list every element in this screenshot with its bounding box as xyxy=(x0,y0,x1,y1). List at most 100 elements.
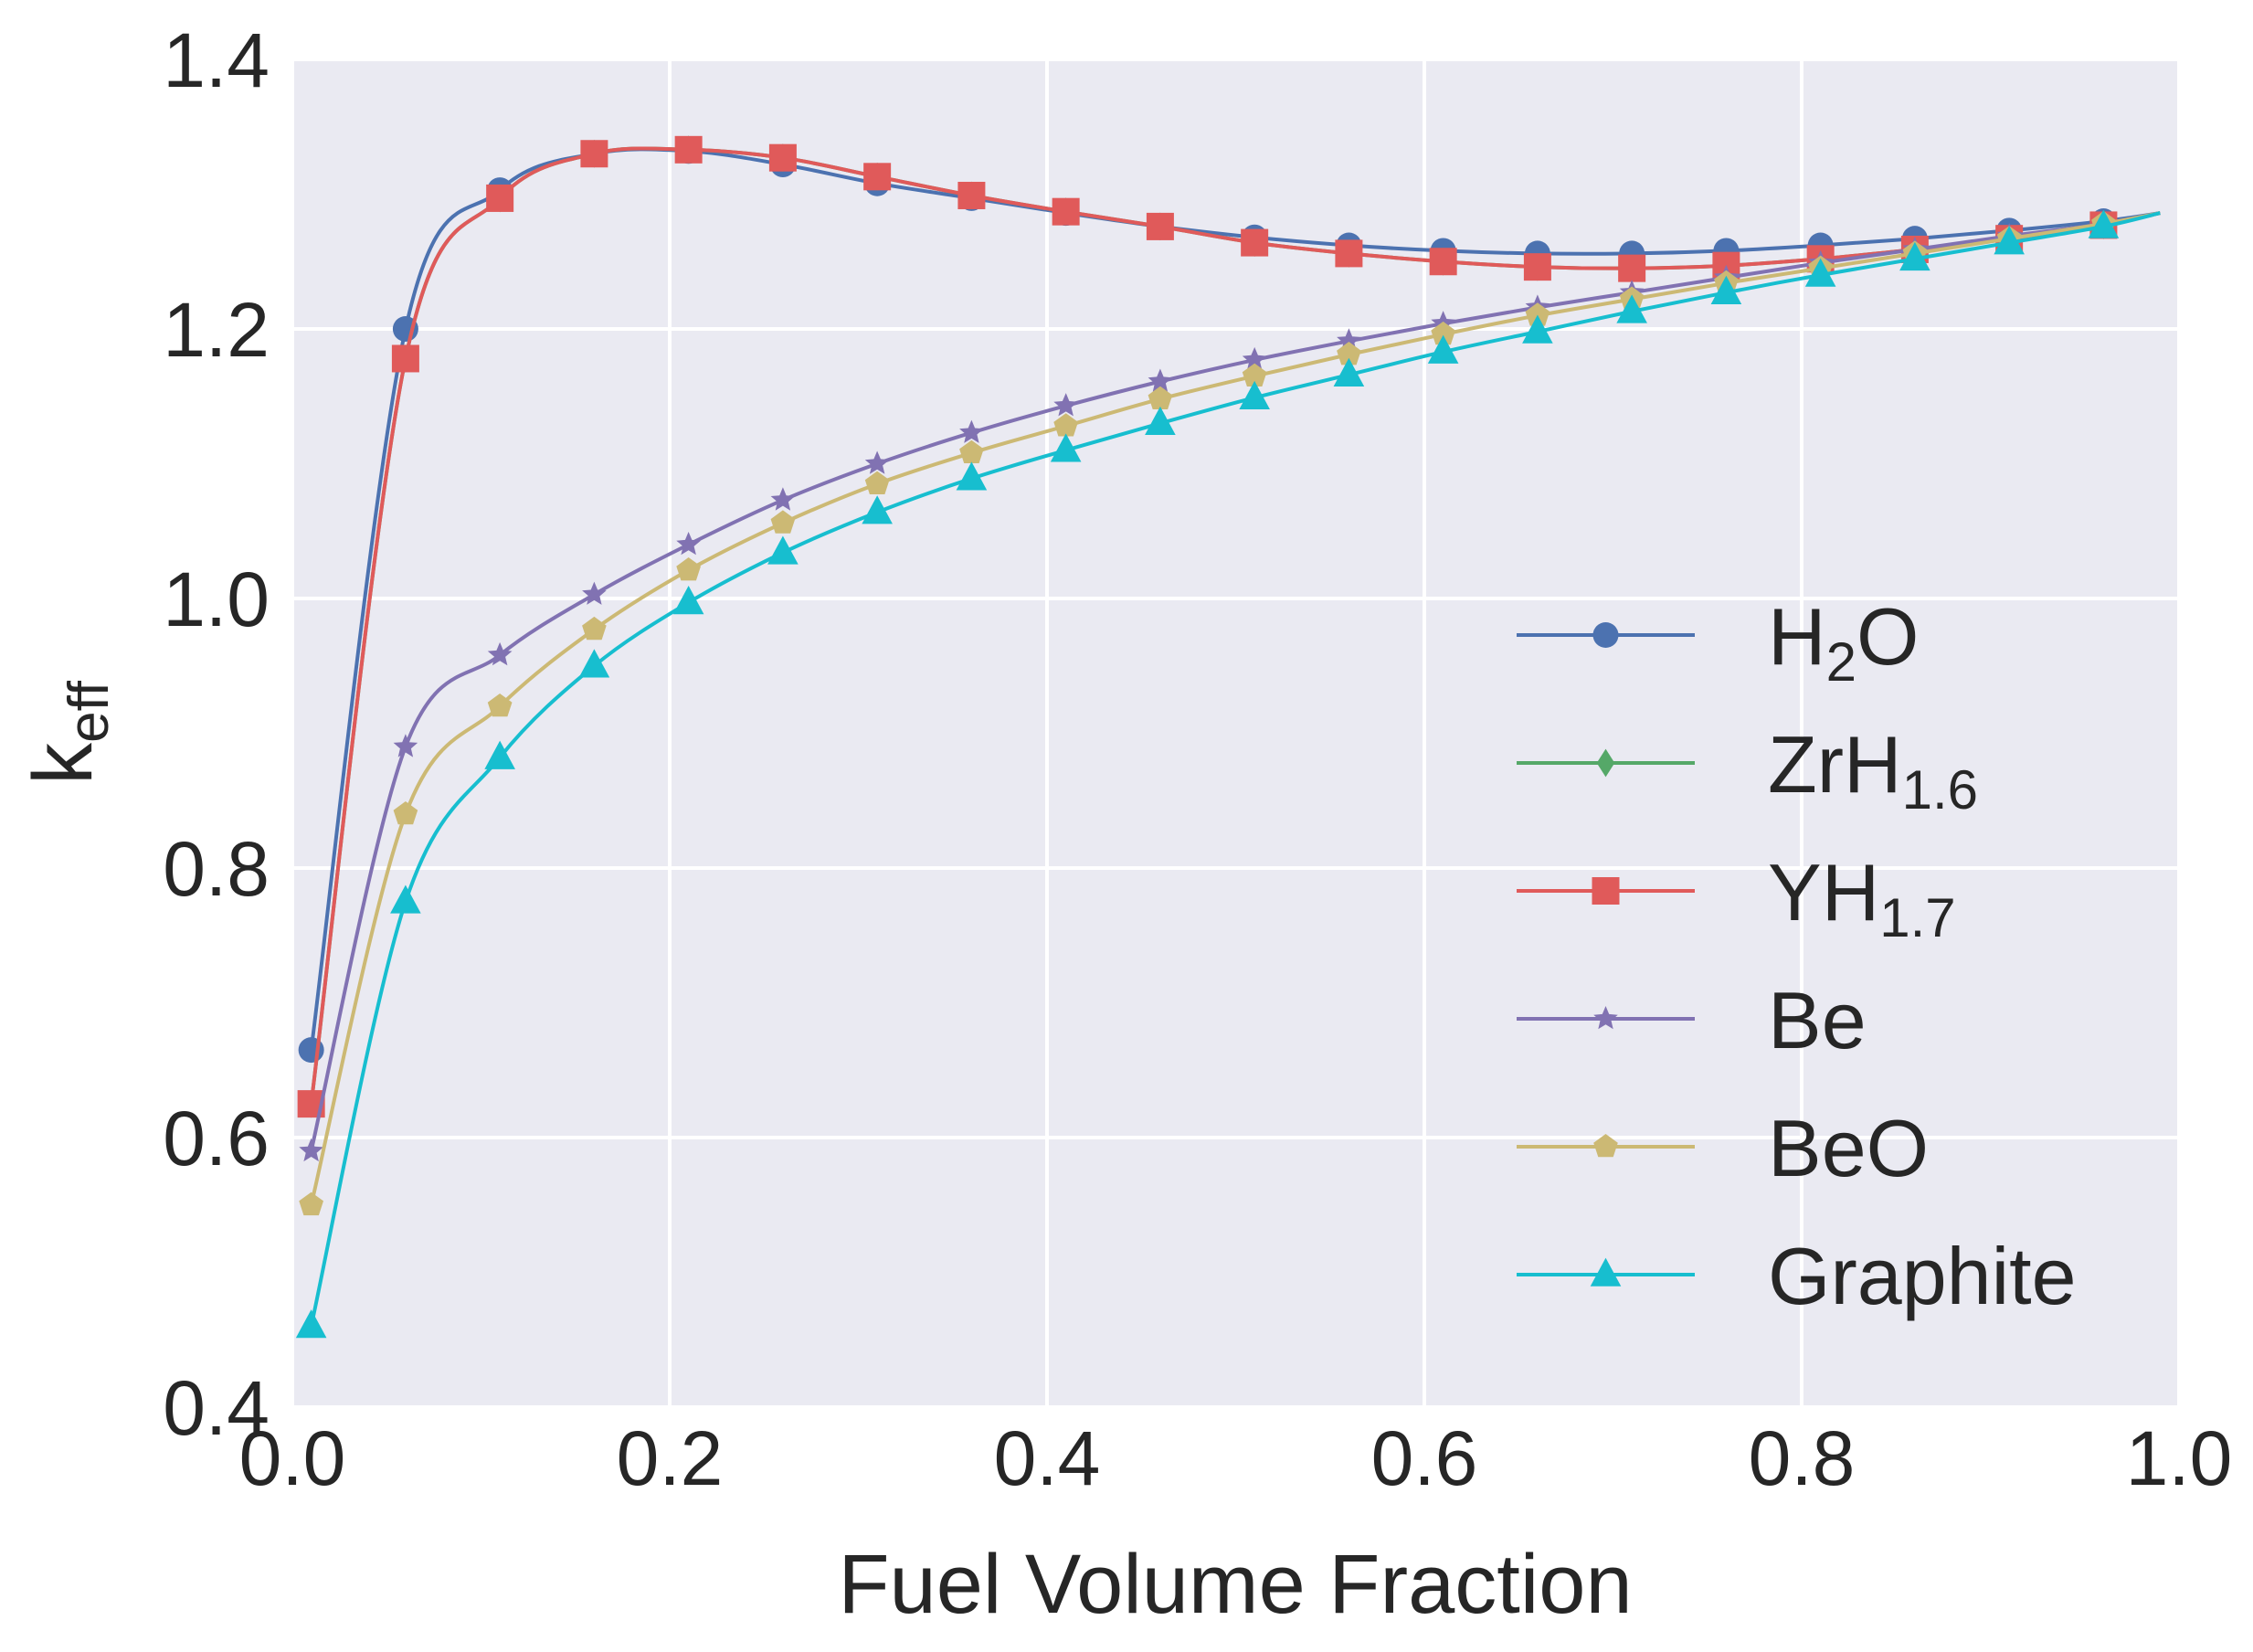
data-point xyxy=(1148,386,1173,409)
legend-entry: Be xyxy=(1517,975,1867,1065)
legend-label: YH1.7 xyxy=(1768,847,1956,948)
data-point xyxy=(767,535,799,565)
series-layer xyxy=(295,135,2161,1339)
x-tick-label: 0.8 xyxy=(1749,1415,1856,1501)
data-point xyxy=(768,143,797,172)
data-point xyxy=(1052,197,1080,226)
data-point xyxy=(1522,314,1553,344)
data-point xyxy=(295,1309,327,1339)
data-point xyxy=(1337,342,1361,365)
data-point xyxy=(957,181,986,209)
x-tick-label: 0.6 xyxy=(1371,1415,1478,1501)
legend-label-sub: 1.6 xyxy=(1902,759,1978,821)
legend-label: Graphite xyxy=(1768,1231,2077,1321)
data-point xyxy=(391,344,419,373)
legend-label-tail: O xyxy=(1856,591,1919,682)
y-tick-label: 1.4 xyxy=(163,17,270,103)
data-point xyxy=(959,419,984,443)
y-axis-label-sub: eff xyxy=(58,680,121,743)
legend-label: ZrH1.6 xyxy=(1768,719,1978,821)
y-axis-label: keff xyxy=(16,680,121,785)
legend-marker xyxy=(1592,877,1620,905)
data-point xyxy=(864,450,890,474)
x-tick-label: 0.2 xyxy=(617,1415,724,1501)
legend-label-main: BeO xyxy=(1768,1103,1929,1193)
data-point xyxy=(1429,248,1457,276)
data-point xyxy=(1525,302,1550,326)
data-point xyxy=(393,734,418,757)
data-point xyxy=(1618,254,1646,282)
data-point xyxy=(484,740,515,769)
data-point xyxy=(487,641,513,666)
data-point xyxy=(864,471,890,494)
series-beo xyxy=(299,210,2161,1216)
y-tick-label: 0.8 xyxy=(163,826,270,912)
data-point xyxy=(1053,413,1078,437)
data-point xyxy=(1242,363,1267,387)
legend-entry: Graphite xyxy=(1517,1231,2077,1321)
legend-label-main: Be xyxy=(1768,975,1867,1065)
data-point xyxy=(1145,406,1176,436)
y-tick-label: 1.0 xyxy=(163,556,270,642)
x-tick-label: 1.0 xyxy=(2126,1415,2233,1501)
legend-entry: H2O xyxy=(1517,591,1919,693)
y-axis-label-main: k xyxy=(16,742,110,785)
data-point xyxy=(1427,334,1459,364)
data-point xyxy=(390,884,421,914)
legend-label: Be xyxy=(1768,975,1867,1065)
data-point xyxy=(770,487,796,511)
legend-label-main: YH xyxy=(1768,847,1879,937)
data-point xyxy=(1242,346,1267,371)
data-point xyxy=(578,649,610,678)
data-point xyxy=(1337,328,1361,352)
data-point xyxy=(1050,433,1082,462)
data-point xyxy=(393,801,418,825)
data-point xyxy=(1241,228,1269,257)
legend-label-sub: 1.7 xyxy=(1879,887,1955,948)
data-point xyxy=(486,184,514,212)
data-point xyxy=(2088,209,2120,238)
x-tick-label: 0.0 xyxy=(239,1415,346,1501)
data-point xyxy=(770,510,796,534)
series-line xyxy=(309,211,2161,1206)
data-point xyxy=(1053,393,1078,417)
data-point xyxy=(1804,258,1836,287)
data-point xyxy=(1333,357,1365,387)
legend-marker xyxy=(1593,1134,1618,1158)
y-tick-label: 1.2 xyxy=(163,287,270,373)
series-line xyxy=(309,211,2161,1152)
data-point xyxy=(1335,239,1363,268)
data-point xyxy=(674,135,703,164)
data-point xyxy=(487,694,513,717)
legend-label: H2O xyxy=(1768,591,1919,693)
data-point xyxy=(1710,275,1742,304)
plot-background xyxy=(292,59,2179,1407)
legend-label-sub: 2 xyxy=(1826,631,1856,693)
data-point xyxy=(1616,294,1647,323)
legend-label-main: ZrH xyxy=(1768,719,1902,810)
data-point xyxy=(1994,226,2025,255)
data-point xyxy=(1148,368,1173,392)
data-point xyxy=(1899,241,1930,271)
data-point xyxy=(299,1191,323,1216)
legend-entry: YH1.7 xyxy=(1517,847,1956,948)
y-tick-label: 0.4 xyxy=(163,1365,270,1451)
data-point xyxy=(580,140,608,168)
data-point xyxy=(672,586,704,615)
x-axis-label: Fuel Volume Fraction xyxy=(838,1538,1632,1631)
legend-label: BeO xyxy=(1768,1103,1929,1193)
series-be xyxy=(299,210,2161,1162)
data-point xyxy=(959,439,984,463)
legend-marker xyxy=(1590,1257,1622,1287)
legend-label-main: H xyxy=(1768,591,1826,682)
data-point xyxy=(582,616,607,641)
y-tick-label: 0.6 xyxy=(163,1096,270,1181)
legend-marker xyxy=(1596,748,1615,778)
data-point xyxy=(299,1138,323,1162)
data-point xyxy=(1431,321,1455,345)
legend-entry: ZrH1.6 xyxy=(1517,719,1978,821)
legend-marker xyxy=(1592,622,1619,648)
legend-marker xyxy=(1593,1006,1618,1030)
